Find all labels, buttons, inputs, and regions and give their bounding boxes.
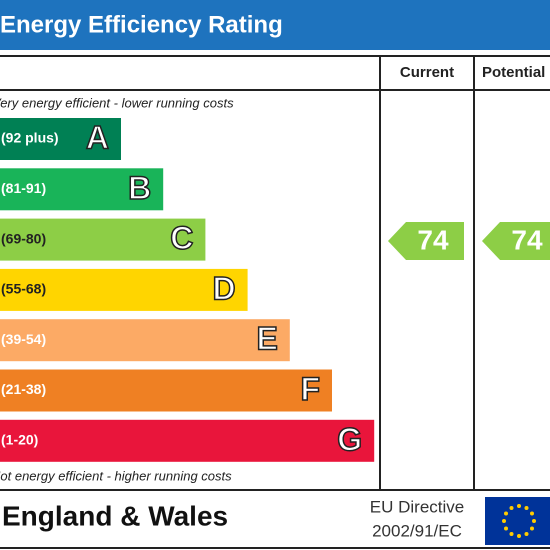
- eu-star: [502, 519, 506, 523]
- potential-arrow: [482, 222, 550, 260]
- table-borders: [0, 55, 550, 549]
- band-range: (69-80): [1, 230, 46, 246]
- band-letter: C: [170, 220, 193, 256]
- band: [0, 168, 164, 211]
- band-letter: A: [86, 119, 109, 155]
- eu-star: [524, 531, 529, 536]
- eu-star: [532, 519, 536, 523]
- eu-star: [504, 511, 509, 516]
- band-letter: E: [256, 321, 277, 357]
- band: [0, 118, 121, 160]
- eu-star: [504, 526, 509, 531]
- directive: 2002/91/EC: [372, 521, 462, 540]
- eu-star: [524, 506, 529, 511]
- directive: EU Directive: [370, 497, 464, 516]
- bottom-note: Not energy efficient - higher running co…: [0, 468, 232, 483]
- band: [0, 369, 332, 412]
- band-letter: D: [212, 270, 235, 306]
- band: [0, 218, 206, 261]
- column-header: Current: [400, 64, 454, 81]
- current-arrow: [388, 222, 464, 260]
- band-range: (92 plus): [1, 130, 59, 146]
- band-range: (55-68): [1, 281, 46, 297]
- band-letter: B: [128, 170, 151, 206]
- band-letter: G: [337, 421, 362, 457]
- band-range: (39-54): [1, 331, 46, 347]
- eu-flag: [485, 497, 550, 545]
- column-header: Potential: [482, 64, 545, 81]
- band: [0, 319, 290, 362]
- eu-star: [517, 534, 521, 538]
- eu-star: [529, 511, 534, 516]
- eu-star: [529, 526, 534, 531]
- band-range: (21-38): [1, 381, 46, 397]
- eu-stars: [502, 504, 536, 538]
- band: [0, 268, 248, 311]
- header-bar: [0, 0, 550, 50]
- region: England & Wales: [2, 500, 228, 531]
- band-range: (81-91): [1, 180, 46, 196]
- eu-star: [517, 504, 521, 508]
- current-rating: 74: [417, 224, 449, 255]
- top-note: Very energy efficient - lower running co…: [0, 95, 234, 110]
- band-letter: F: [300, 371, 320, 407]
- band: [0, 419, 375, 462]
- eu-star: [509, 506, 514, 511]
- band-range: (1-20): [1, 432, 38, 448]
- title: Energy Efficiency Rating: [0, 11, 283, 38]
- eu-star: [509, 531, 514, 536]
- potential-rating: 74: [511, 224, 543, 255]
